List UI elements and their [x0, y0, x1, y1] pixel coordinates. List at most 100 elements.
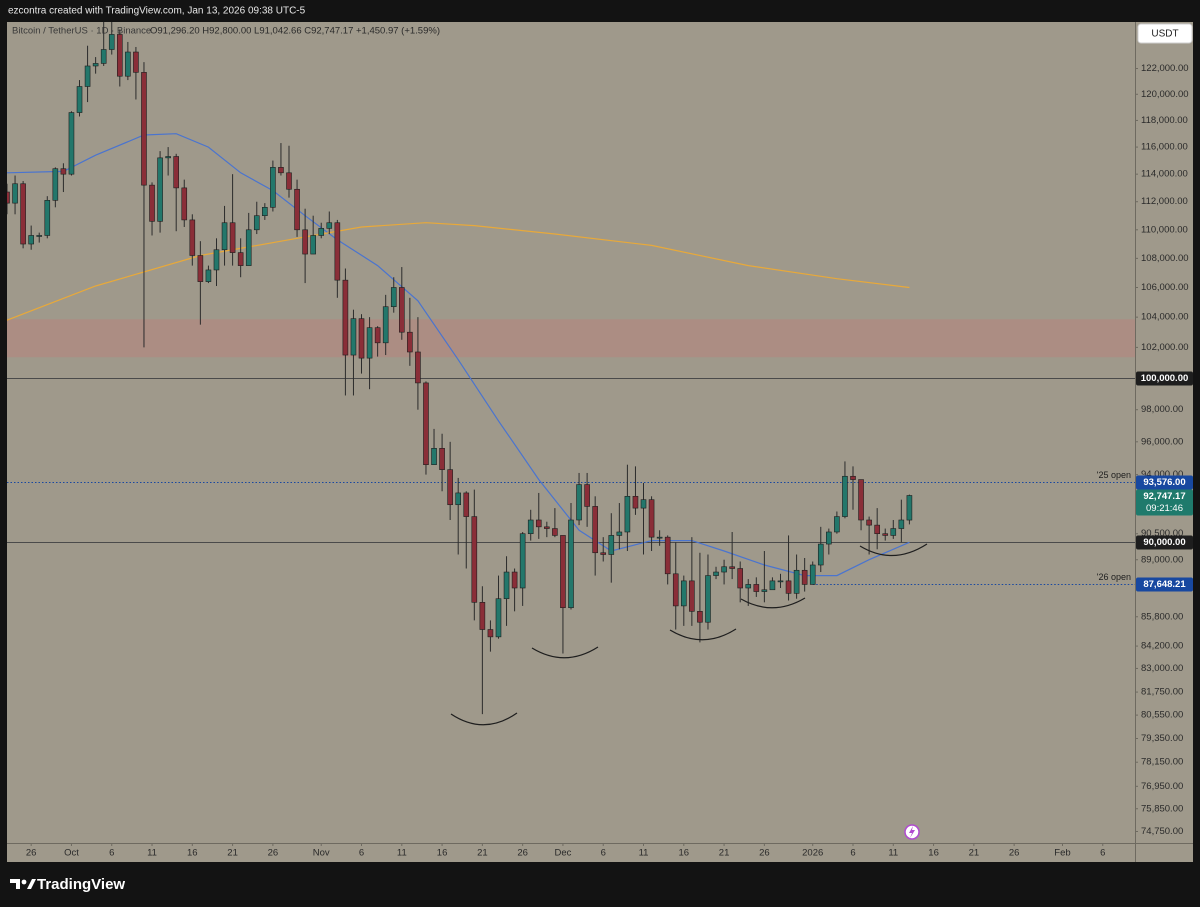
- y-tick-label: 120,000.00: [1141, 89, 1189, 100]
- y-tick-label: 85,800.00: [1141, 611, 1183, 622]
- candle-body: [544, 526, 550, 529]
- ohlc-legend: O91,296.20 H92,800.00 L91,042.66 C92,747…: [150, 26, 440, 37]
- candle-body: [487, 629, 494, 638]
- candle-body: [809, 564, 816, 585]
- x-tick-label: 6: [601, 848, 606, 859]
- y-tick-label: 96,000.00: [1141, 436, 1183, 447]
- y-tick-label: 78,150.00: [1141, 757, 1183, 768]
- y-tick-label: 83,000.00: [1141, 663, 1183, 674]
- candle-body: [672, 573, 679, 607]
- currency-button-label[interactable]: USDT: [1151, 29, 1178, 40]
- candle-body: [785, 580, 792, 594]
- logo-dot: [21, 879, 27, 885]
- candle-body: [689, 580, 695, 612]
- level-label: 93,576.00: [1143, 477, 1185, 488]
- level-box: [1136, 577, 1193, 592]
- candle-body: [181, 187, 188, 221]
- candle-body: [495, 598, 502, 638]
- candle-body: [713, 571, 719, 576]
- candle-body: [133, 51, 139, 73]
- candle-body: [44, 200, 51, 236]
- y-tick-label: 84,200.00: [1141, 641, 1183, 652]
- y-tick-label: 110,000.00: [1141, 224, 1188, 235]
- candle-body: [511, 571, 518, 589]
- candle-body: [834, 516, 840, 533]
- x-tick-label: 6: [109, 848, 114, 859]
- y-tick-label: 102,000.00: [1141, 342, 1189, 353]
- candle-body: [237, 252, 244, 266]
- x-tick-label: 6: [1100, 848, 1105, 859]
- last-price-label: 92,747.17: [1143, 491, 1185, 502]
- x-tick-label: 26: [268, 848, 279, 859]
- candle-body: [221, 222, 228, 251]
- candle-body: [898, 519, 905, 529]
- y-tick-label: 104,000.00: [1141, 312, 1189, 323]
- candle-body: [253, 215, 260, 231]
- x-tick-label: 16: [679, 848, 690, 859]
- y-tick-label: 76,950.00: [1141, 781, 1183, 792]
- candle-body: [761, 589, 768, 592]
- candle-body: [84, 65, 91, 87]
- candle-body: [415, 351, 421, 384]
- candle-body: [358, 318, 365, 359]
- zone: [7, 319, 1135, 358]
- candle-body: [890, 528, 897, 536]
- y-tick-label: 74,750.00: [1141, 826, 1183, 837]
- candle-body: [270, 167, 276, 208]
- x-tick-label: 2026: [802, 848, 823, 859]
- level-box: [1136, 371, 1193, 386]
- y-tick-label: 81,750.00: [1141, 687, 1183, 698]
- candle-body: [229, 222, 236, 253]
- candle-body: [906, 495, 913, 521]
- candle-body: [399, 287, 405, 333]
- logo-mark: [10, 879, 20, 889]
- arc: [859, 543, 928, 557]
- candle-body: [729, 566, 735, 569]
- candle-body: [447, 469, 453, 506]
- arc: [740, 597, 806, 609]
- candle-body: [213, 249, 220, 271]
- candle-body: [455, 492, 461, 506]
- candle-body: [407, 331, 413, 353]
- candle-body: [858, 479, 864, 521]
- candle-body: [334, 222, 341, 281]
- candle-body: [527, 519, 534, 535]
- candle-body: [92, 63, 99, 67]
- candle-body: [552, 528, 558, 536]
- candle-body: [842, 475, 848, 517]
- candle-body: [125, 51, 131, 77]
- candle-body: [100, 49, 107, 64]
- countdown: 09:21:46: [1146, 503, 1183, 514]
- symbol: Bitcoin / TetherUS · 1D · Binance: [12, 26, 151, 37]
- x-tick-label: 21: [477, 848, 488, 859]
- y-tick-label: 90,500.00: [1141, 528, 1183, 539]
- candle-body: [737, 568, 743, 589]
- x-tick-label: 26: [759, 848, 770, 859]
- bolt[interactable]: [909, 826, 915, 838]
- bolt-icon[interactable]: [904, 824, 920, 840]
- arc: [450, 712, 518, 726]
- x-tick-label: 26: [517, 848, 528, 859]
- candle-body: [439, 448, 445, 470]
- candle-body: [36, 235, 43, 237]
- level-label: 90,000.00: [1143, 537, 1185, 548]
- x-tick-label: 16: [928, 848, 939, 859]
- y-tick-label: 94,000.00: [1141, 469, 1183, 480]
- candle-body: [874, 524, 880, 535]
- y-tick-label: 122,000.00: [1141, 63, 1189, 74]
- x-tick-label: 21: [969, 848, 980, 859]
- credit: ezcontra created with TradingView.com, J…: [8, 6, 306, 17]
- candle-body: [850, 475, 856, 480]
- candle-body: [745, 584, 752, 589]
- candle-body: [205, 269, 212, 282]
- x-tick-label: 6: [359, 848, 364, 859]
- currency-button[interactable]: [1137, 23, 1193, 44]
- candle-body: [503, 571, 510, 600]
- logo-slash: [27, 879, 36, 889]
- candle-body: [20, 183, 26, 245]
- candle-body: [793, 569, 800, 594]
- level-label: 100,000.00: [1141, 373, 1189, 384]
- candle-body: [616, 531, 623, 536]
- candle-body: [165, 156, 171, 159]
